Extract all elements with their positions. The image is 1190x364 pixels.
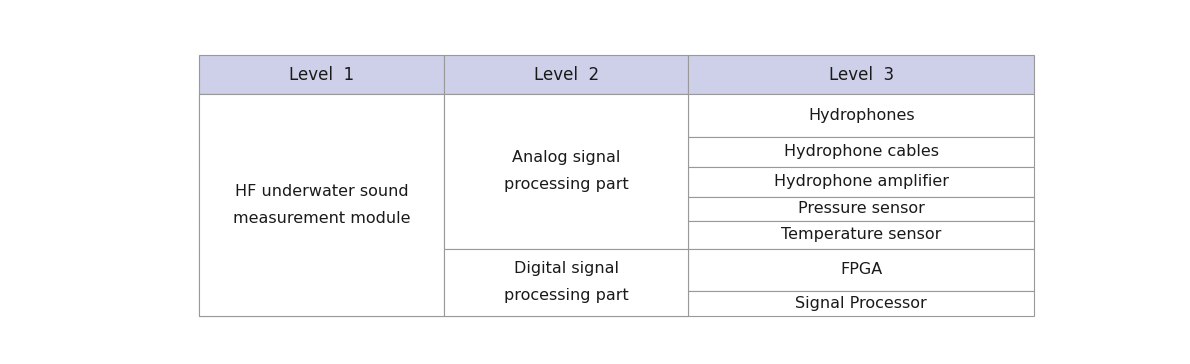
Bar	[444, 55, 688, 94]
Bar	[444, 249, 688, 291]
Bar	[444, 221, 688, 249]
Text: Hydrophone cables: Hydrophone cables	[784, 144, 939, 159]
Bar	[200, 249, 444, 291]
Text: FPGA: FPGA	[840, 262, 882, 277]
Bar	[444, 249, 688, 316]
Text: Digital signal
processing part: Digital signal processing part	[503, 261, 628, 303]
Bar	[200, 167, 444, 197]
Bar	[200, 55, 444, 94]
Bar	[200, 94, 444, 136]
Bar	[200, 136, 444, 167]
Bar	[688, 167, 1034, 197]
Bar	[444, 94, 688, 136]
Bar	[688, 291, 1034, 316]
Bar	[688, 94, 1034, 136]
Bar	[444, 167, 688, 197]
Text: Signal Processor: Signal Processor	[795, 296, 927, 311]
Bar	[444, 197, 688, 221]
Bar	[444, 136, 688, 167]
Bar	[688, 221, 1034, 249]
Text: Analog signal
processing part: Analog signal processing part	[503, 150, 628, 192]
Bar	[444, 94, 688, 249]
Text: Level  1: Level 1	[289, 66, 355, 83]
Text: Pressure sensor: Pressure sensor	[797, 201, 925, 217]
Text: HF underwater sound
measurement module: HF underwater sound measurement module	[233, 184, 411, 226]
Text: Hydrophones: Hydrophones	[808, 108, 914, 123]
Text: Level  3: Level 3	[828, 66, 894, 83]
Bar	[688, 197, 1034, 221]
Text: Hydrophone amplifier: Hydrophone amplifier	[774, 174, 948, 189]
Text: Temperature sensor: Temperature sensor	[781, 228, 941, 242]
Text: Level  2: Level 2	[533, 66, 599, 83]
Bar	[444, 291, 688, 316]
Bar	[688, 136, 1034, 167]
Bar	[688, 55, 1034, 94]
Bar	[200, 197, 444, 221]
Bar	[200, 291, 444, 316]
Bar	[200, 94, 444, 316]
Bar	[200, 221, 444, 249]
Bar	[688, 249, 1034, 291]
